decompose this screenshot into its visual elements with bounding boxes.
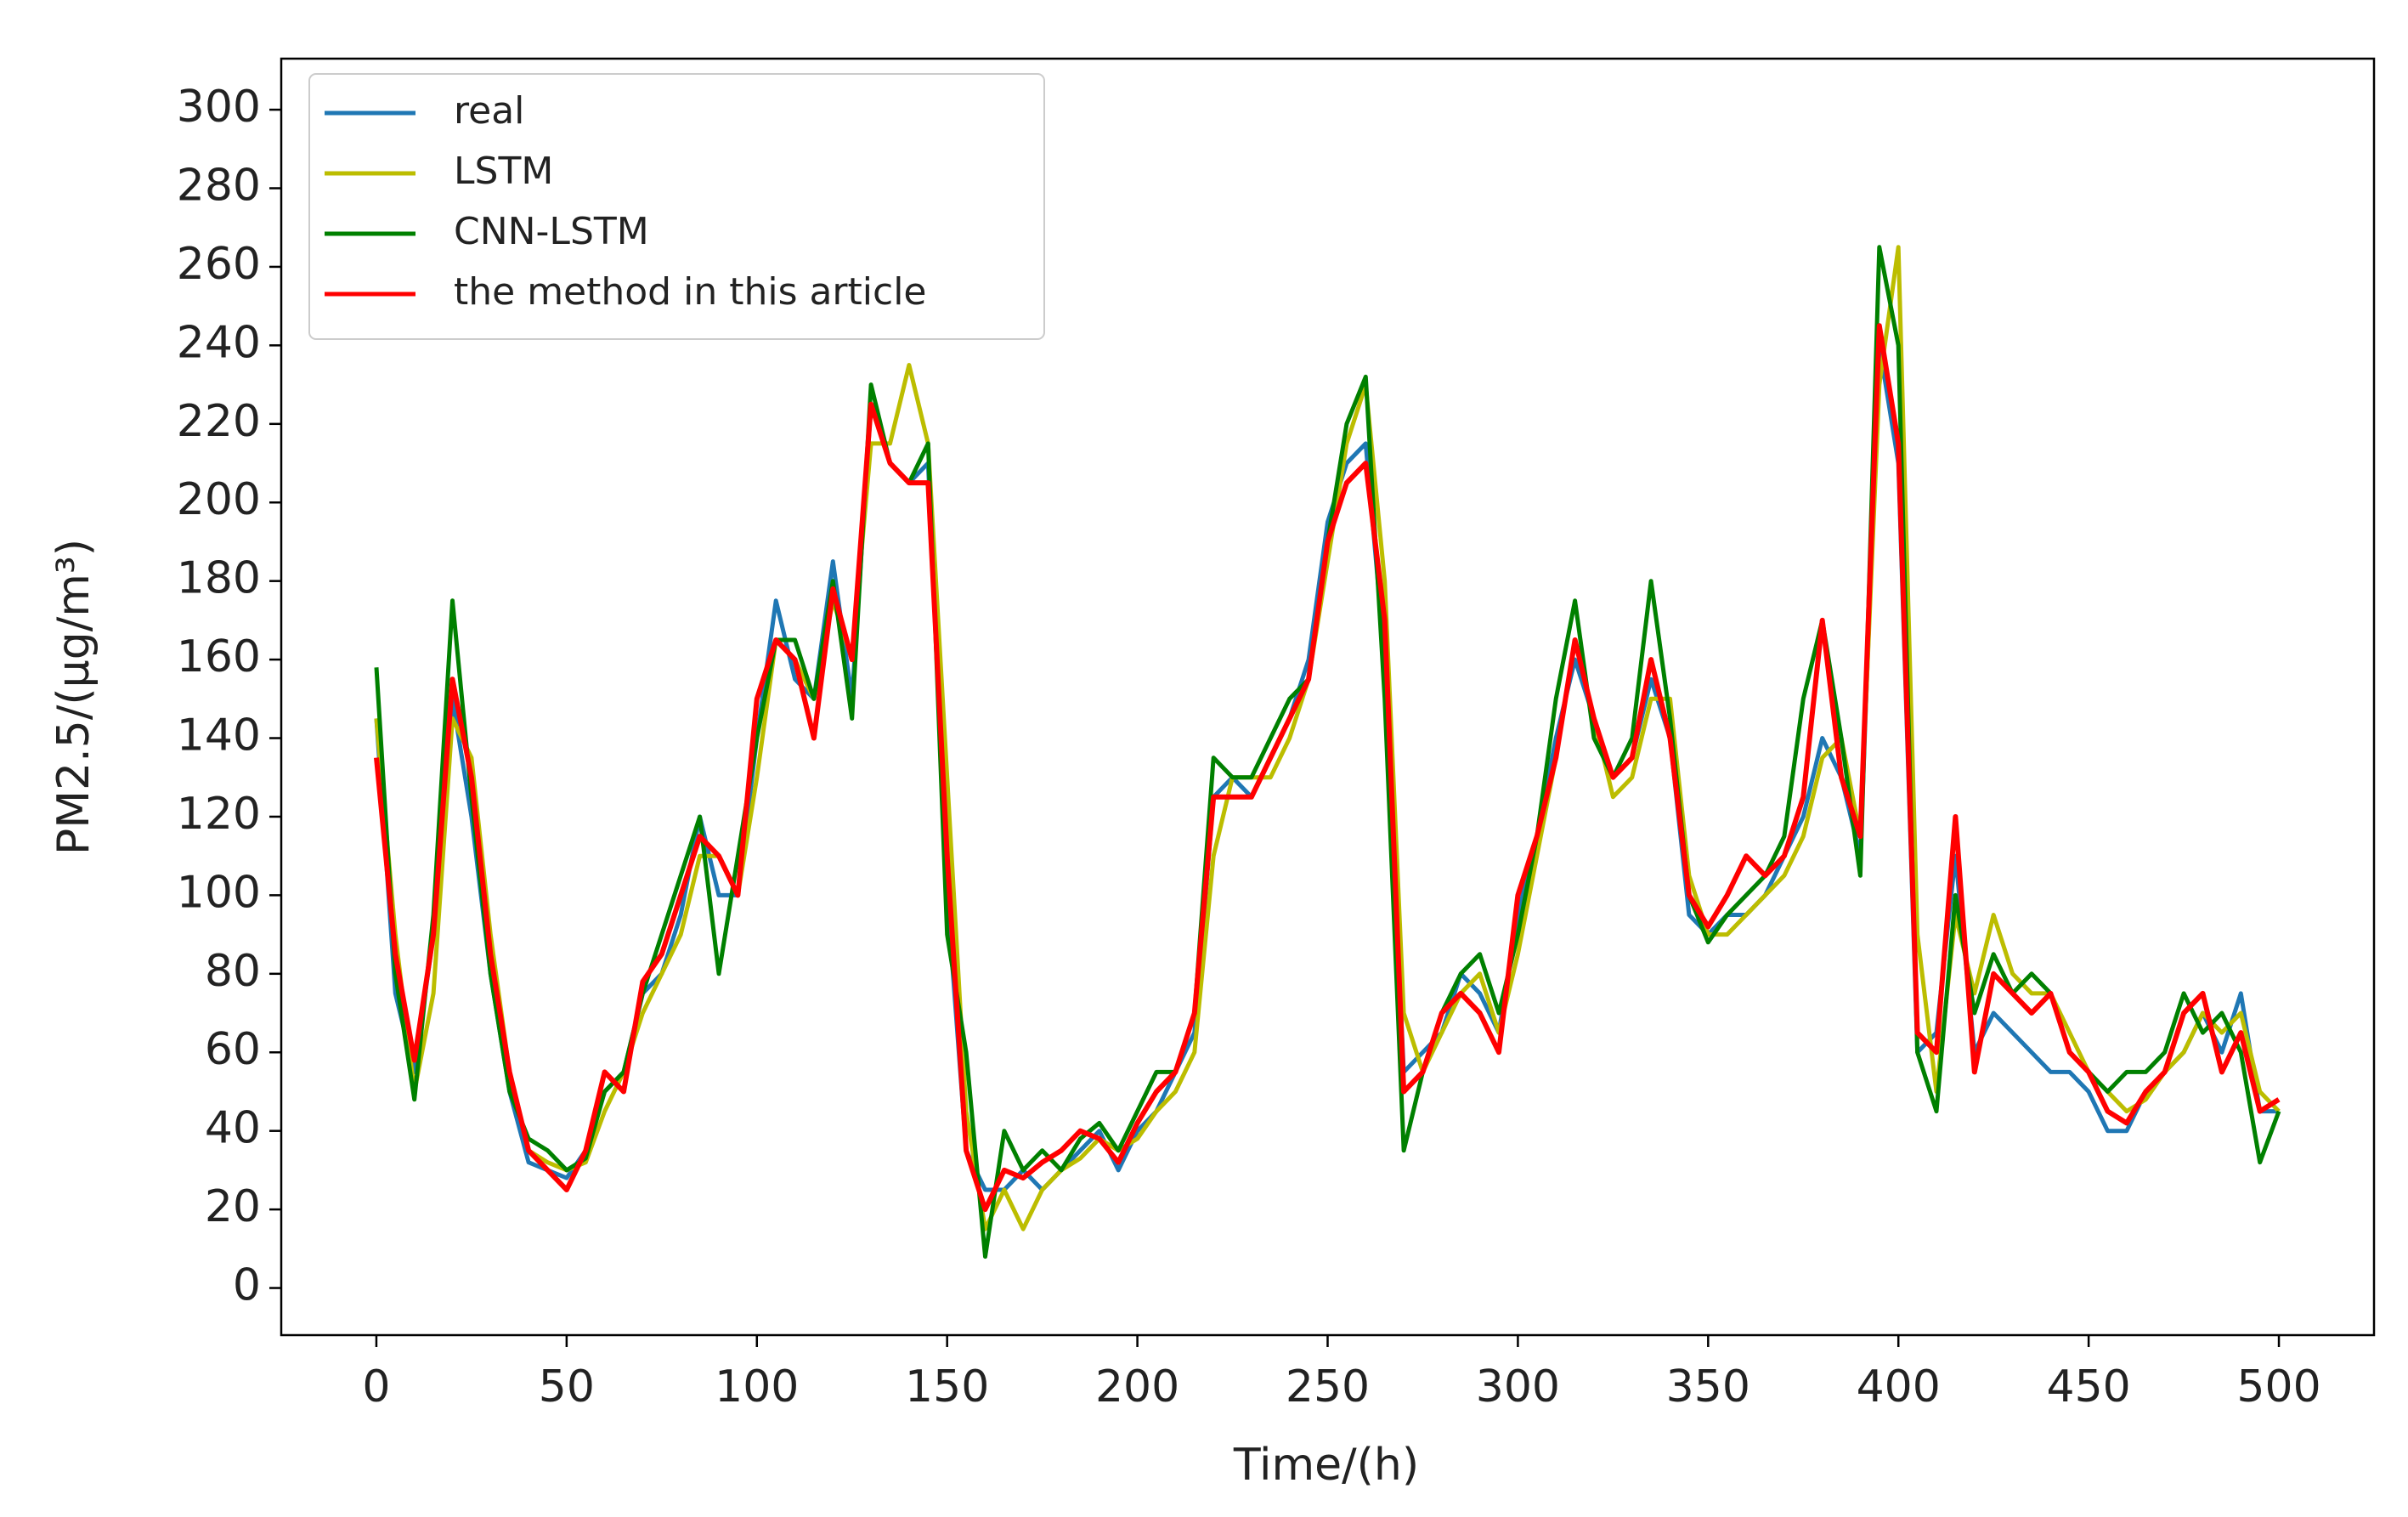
x-tick-label: 0 xyxy=(362,1361,390,1412)
legend-box xyxy=(308,73,1045,340)
y-tick-label: 140 xyxy=(177,710,261,761)
y-tick-label: 300 xyxy=(177,82,261,133)
y-tick-label: 20 xyxy=(205,1181,261,1232)
x-tick-label: 200 xyxy=(1095,1361,1179,1412)
y-tick-label: 0 xyxy=(233,1260,261,1311)
x-tick-label: 250 xyxy=(1286,1361,1370,1412)
plot-frame xyxy=(280,57,2376,1337)
x-tick-label: 500 xyxy=(2236,1361,2320,1412)
x-tick-label: 50 xyxy=(539,1361,595,1412)
x-tick-label: 100 xyxy=(715,1361,799,1412)
x-tick-label: 350 xyxy=(1666,1361,1750,1412)
x-tick-label: 150 xyxy=(905,1361,989,1412)
y-axis-label: PM2.5/(μg/m³) xyxy=(48,539,99,855)
y-tick-label: 40 xyxy=(205,1103,261,1154)
y-tick-label: 120 xyxy=(177,789,261,840)
y-tick-label: 260 xyxy=(177,239,261,290)
legend-label: real xyxy=(454,89,524,133)
y-tick-label: 80 xyxy=(205,946,261,997)
y-tick-label: 180 xyxy=(177,553,261,604)
series-line xyxy=(374,323,2281,1213)
x-axis-label: Time/(h) xyxy=(1233,1440,1419,1491)
x-tick-label: 450 xyxy=(2047,1361,2131,1412)
y-tick-label: 160 xyxy=(177,631,261,682)
x-tick-label: 400 xyxy=(1857,1361,1941,1412)
y-tick-label: 220 xyxy=(177,396,261,447)
y-tick-label: 280 xyxy=(177,161,261,212)
y-tick-label: 200 xyxy=(177,474,261,525)
legend: real LSTM CNN-LSTM the method in this artic… xyxy=(308,73,1045,340)
y-tick-label: 240 xyxy=(177,317,261,368)
legend-label: LSTM xyxy=(454,150,553,193)
legend-label: the method in this article xyxy=(454,270,927,314)
y-tick-label: 60 xyxy=(205,1024,261,1075)
legend-label: CNN-LSTM xyxy=(454,210,649,253)
x-tick-label: 300 xyxy=(1476,1361,1560,1412)
y-tick-label: 100 xyxy=(177,867,261,918)
